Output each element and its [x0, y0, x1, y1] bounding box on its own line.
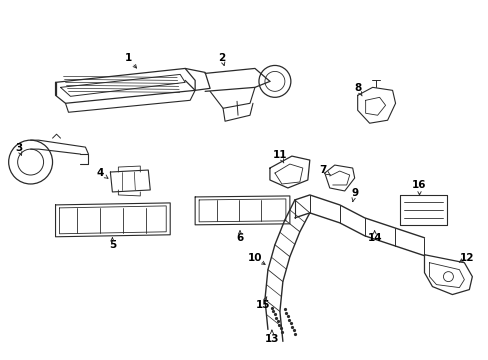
Text: 11: 11: [272, 150, 286, 160]
Text: 5: 5: [108, 240, 116, 250]
Text: 14: 14: [366, 233, 381, 243]
Circle shape: [9, 140, 52, 184]
Text: 13: 13: [264, 334, 279, 345]
Circle shape: [18, 149, 43, 175]
Circle shape: [443, 272, 452, 282]
Circle shape: [259, 66, 290, 97]
Circle shape: [264, 71, 285, 91]
Text: 3: 3: [15, 143, 22, 153]
Text: 9: 9: [350, 188, 358, 198]
Text: 15: 15: [255, 300, 270, 310]
Text: 1: 1: [124, 54, 132, 63]
Text: 4: 4: [97, 168, 104, 178]
Text: 6: 6: [236, 233, 243, 243]
Text: 10: 10: [247, 253, 262, 263]
Text: 12: 12: [459, 253, 474, 263]
Text: 16: 16: [411, 180, 426, 190]
Text: 2: 2: [218, 54, 225, 63]
Text: 8: 8: [353, 84, 361, 93]
Text: 7: 7: [319, 165, 326, 175]
